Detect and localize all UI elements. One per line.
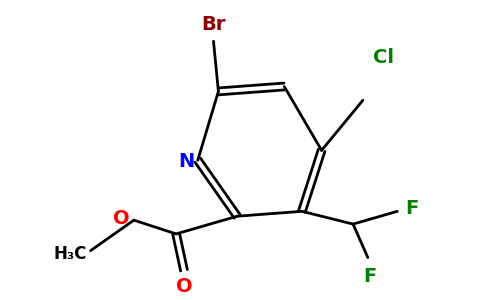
Text: Br: Br bbox=[201, 15, 226, 34]
Text: F: F bbox=[405, 199, 418, 218]
Text: O: O bbox=[113, 209, 130, 228]
Text: N: N bbox=[179, 152, 195, 171]
Text: Cl: Cl bbox=[373, 48, 393, 67]
Text: F: F bbox=[363, 267, 377, 286]
Text: O: O bbox=[176, 277, 192, 296]
Text: H₃C: H₃C bbox=[53, 244, 87, 262]
